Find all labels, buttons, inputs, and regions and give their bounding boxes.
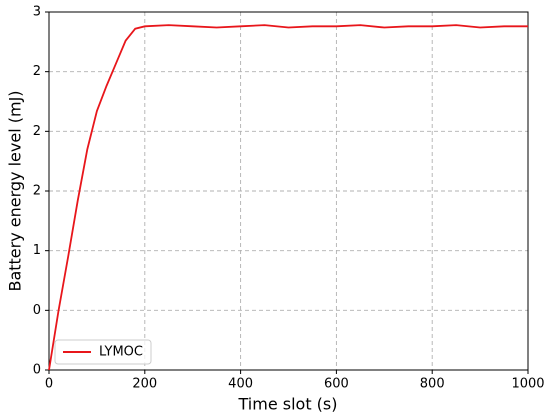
x-tick-label: 1000	[511, 377, 544, 392]
x-tick-label: 800	[420, 377, 445, 392]
x-tick-label: 400	[228, 377, 253, 392]
plot-frame	[48, 11, 529, 371]
y-tick-label: 3	[33, 5, 41, 20]
x-axis-title: Time slot (s)	[238, 395, 338, 414]
y-tick-label: 0	[33, 363, 41, 378]
y-tick-label: 1	[33, 243, 41, 258]
y-tick-label: 2	[33, 184, 41, 199]
y-tick-label: 0	[33, 303, 41, 318]
x-tick-label: 0	[45, 377, 53, 392]
y-tick-label: 2	[33, 124, 41, 139]
legend-label: LYMOC	[99, 345, 143, 360]
data-line	[48, 24, 528, 371]
legend-box	[54, 339, 152, 365]
x-tick-label: 200	[132, 377, 157, 392]
y-axis-title: Battery energy level (mJ)	[6, 90, 25, 291]
y-tick-label: 2	[33, 64, 41, 79]
x-tick-label: 600	[324, 377, 349, 392]
